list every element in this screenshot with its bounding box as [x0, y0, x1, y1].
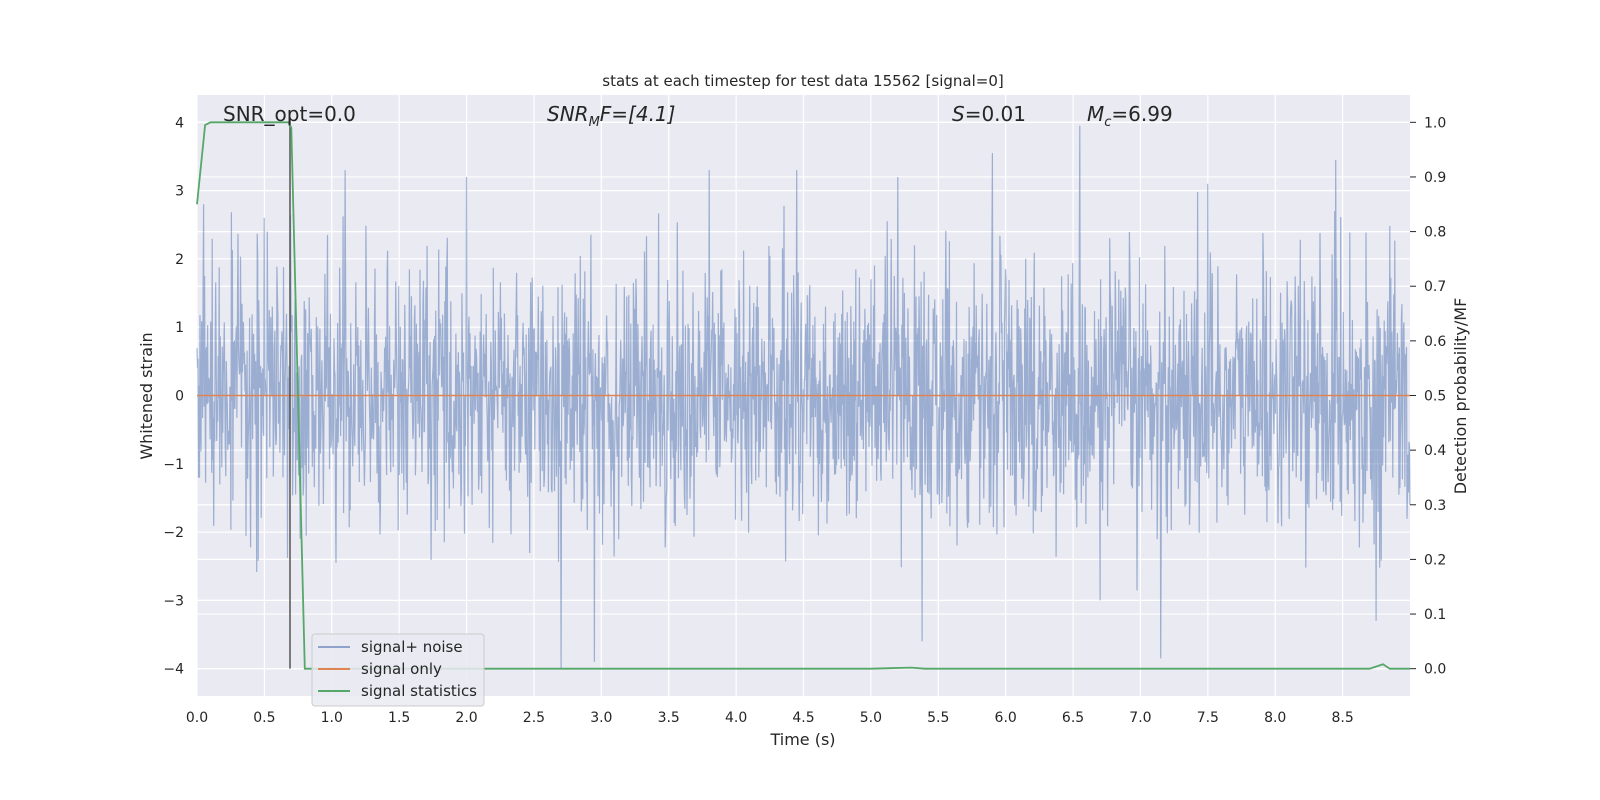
y-tick-label-left: −3 [163, 593, 184, 609]
y-tick-label-right: 0.7 [1424, 279, 1446, 295]
plot-area [196, 95, 1411, 696]
y-tick-label-left: 2 [175, 252, 184, 268]
y-tick-label-right: 0.4 [1424, 443, 1446, 459]
y-axis-right-ticks: 1.0 0.9 0.8 0.7 0.6 0.5 0.4 0.3 0.2 0.1 0.0 [1410, 115, 1446, 678]
y-tick-label-right: 0.2 [1424, 552, 1446, 568]
y-axis-label-left: Whitened strain [137, 332, 156, 459]
legend: signal+ noise signal only signal statist… [311, 633, 485, 707]
annotation-snr-mf-tail: F=[4.1] [600, 102, 676, 126]
y-tick-label-left: 0 [175, 389, 184, 405]
x-tick-label: 3.0 [590, 710, 612, 726]
x-tick-label: 1.0 [321, 710, 343, 726]
y-tick-label-right: 0.3 [1424, 498, 1446, 514]
annotation-snr-mf: SNRMF=[4.1] [547, 102, 675, 130]
legend-label-signal-noise: signal+ noise [361, 638, 463, 656]
x-tick-label: 2.0 [455, 710, 477, 726]
y-tick-label-left: −1 [163, 457, 184, 473]
annotation-mc-tail: =6.99 [1111, 102, 1172, 126]
y-tick-label-right: 0.8 [1424, 225, 1446, 241]
y-tick-label-right: 0.6 [1424, 334, 1446, 350]
x-axis-label: Time (s) [769, 730, 835, 749]
y-axis-label-right: Detection probability/MF [1451, 298, 1470, 495]
x-tick-label: 2.5 [523, 710, 545, 726]
y-tick-label-left: 3 [175, 184, 184, 200]
signal-noise-line [196, 125, 1411, 669]
signal-statistics-series [196, 121, 1410, 670]
x-tick-label: 3.5 [658, 710, 680, 726]
y-tick-label-right: 0.5 [1424, 389, 1446, 405]
chart-title: stats at each timestep for test data 155… [602, 72, 1003, 90]
annotation-snr-opt: SNR_opt=0.0 [223, 102, 356, 126]
annotation-s: S=0.01 [952, 102, 1026, 126]
legend-label-signal-statistics: signal statistics [361, 682, 477, 700]
x-tick-label: 0.5 [253, 710, 275, 726]
x-tick-label: 4.5 [792, 710, 814, 726]
y-tick-label-left: 4 [175, 115, 184, 131]
x-tick-label: 5.0 [860, 710, 882, 726]
x-tick-label: 1.5 [388, 710, 410, 726]
y-tick-label-left: −2 [163, 525, 184, 541]
legend-box [311, 633, 485, 707]
x-axis-ticks: 0.0 0.5 1.0 1.5 2.0 2.5 3.0 3.5 4.0 4.5 5.0 5.5 6.0 6… [186, 710, 1354, 726]
signal-noise-series [196, 125, 1411, 669]
x-tick-label: 4.0 [725, 710, 747, 726]
y-tick-label-right: 1.0 [1424, 115, 1446, 131]
y-tick-label-left: −4 [163, 662, 184, 678]
annotation-s-main: S [952, 102, 965, 126]
x-tick-label: 6.0 [995, 710, 1017, 726]
y-axis-left-ticks: 4 3 2 1 0 −1 −2 −3 −4 [163, 115, 184, 677]
annotation-mc-main: M [1087, 102, 1104, 126]
annotation-mc-sub: c [1104, 115, 1111, 130]
x-tick-label: 7.0 [1129, 710, 1151, 726]
annotation-snr-mf-sub: M [589, 115, 600, 130]
x-tick-label: 8.0 [1264, 710, 1286, 726]
annotation-snr-mf-main: SNR [547, 102, 589, 126]
x-tick-label: 5.5 [927, 710, 949, 726]
y-tick-label-right: 0.9 [1424, 170, 1446, 186]
x-tick-label: 0.0 [186, 710, 208, 726]
annotation-mc: Mc=6.99 [1087, 102, 1173, 130]
x-tick-label: 8.5 [1331, 710, 1353, 726]
y-tick-label-right: 0.0 [1424, 662, 1446, 678]
x-tick-label: 6.5 [1062, 710, 1084, 726]
annotation-s-tail: =0.01 [965, 102, 1026, 126]
y-tick-label-right: 0.1 [1424, 607, 1446, 623]
y-tick-label-left: 1 [175, 320, 184, 336]
legend-label-signal-only: signal only [361, 660, 442, 678]
x-tick-label: 7.5 [1197, 710, 1219, 726]
